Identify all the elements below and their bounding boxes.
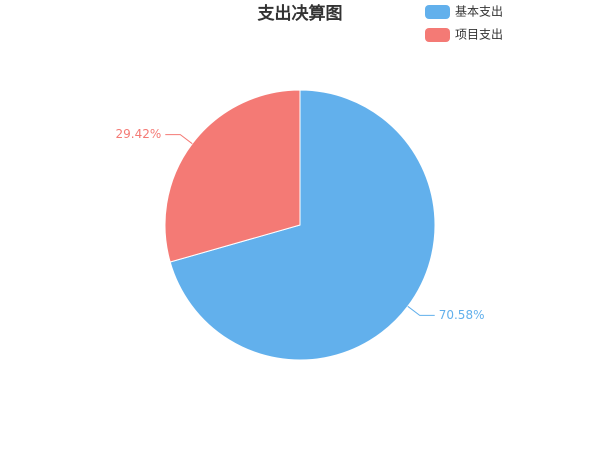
legend-label[interactable]: 基本支出 bbox=[455, 5, 503, 19]
pie-slice bbox=[164, 89, 301, 263]
data-label: 70.58% bbox=[439, 308, 485, 322]
legend-swatch[interactable] bbox=[425, 28, 450, 42]
label-line bbox=[407, 305, 435, 316]
legend-swatch[interactable] bbox=[425, 5, 450, 19]
legend-label[interactable]: 项目支出 bbox=[455, 28, 503, 42]
data-label: 29.42% bbox=[116, 127, 162, 141]
chart-title: 支出决算图 bbox=[258, 3, 343, 24]
label-line bbox=[165, 134, 193, 145]
